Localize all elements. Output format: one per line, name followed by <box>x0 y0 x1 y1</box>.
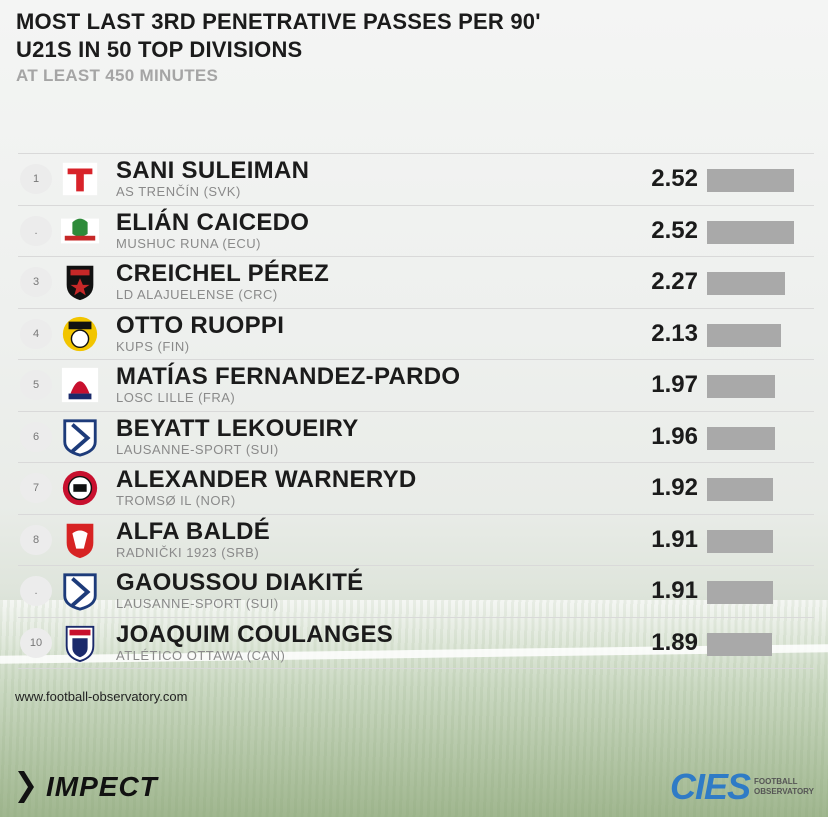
club-name: LOSC LILLE (FRA) <box>116 390 236 405</box>
chart-subtitle-2: AT LEAST 450 MINUTES <box>16 66 219 85</box>
player-name: ALFA BALDÉ <box>116 517 271 545</box>
data-label: 1.92 <box>651 474 698 501</box>
rank-badge: . <box>20 215 52 246</box>
player-name: MATÍAS FERNANDEZ-PARDO <box>116 363 461 390</box>
table-row: 8 ALFA BALDÉ RADNIČKI 1923 (SRB) 1.91 <box>18 513 814 566</box>
rank-badge: 8 <box>20 524 52 555</box>
rank-badge: 6 <box>20 421 52 452</box>
table-row: 7 ALEXANDER WARNERYD TROMSØ IL (NOR) 1.92 <box>18 462 814 514</box>
club-name: LAUSANNE-SPORT (SUI) <box>116 441 279 457</box>
lausanne-sport-logo-icon <box>63 418 97 457</box>
data-label: 2.52 <box>651 165 698 192</box>
club-name: ATLÉTICO OTTAWA (CAN) <box>116 647 286 663</box>
source-url[interactable]: www.football-observatory.com <box>15 689 188 704</box>
club-name: RADNIČKI 1923 (SRB) <box>116 544 260 560</box>
data-label: 2.13 <box>651 319 698 347</box>
club-name: TROMSØ IL (NOR) <box>116 493 236 508</box>
club-name: LAUSANNE-SPORT (SUI) <box>116 596 279 611</box>
impect-logo: IMPECT <box>16 768 158 806</box>
rank-badge: 3 <box>20 267 52 297</box>
player-name: ELIÁN CAICEDO <box>116 208 310 236</box>
rank-badge: 7 <box>20 473 52 503</box>
cies-logo: CIES FOOTBALL OBSERVATORY <box>670 766 814 808</box>
impect-wordmark: IMPECT <box>46 771 158 802</box>
data-label: 2.52 <box>651 216 698 244</box>
rank-badge: . <box>20 576 52 606</box>
table-row: 3 CREICHEL PÉREZ LD ALAJUELENSE (CRC) 2.27 <box>18 256 814 308</box>
value-bar <box>707 426 775 450</box>
club-name: KUPS (FIN) <box>116 338 190 354</box>
cies-subtitle: FOOTBALL OBSERVATORY <box>754 777 814 797</box>
table-row: . ELIÁN CAICEDO MUSHUC RUNA (ECU) 2.52 <box>18 204 814 257</box>
player-name: CREICHEL PÉREZ <box>116 260 330 287</box>
grass-background <box>0 600 828 817</box>
ranking-table: 1 SANI SULEIMAN AS TRENČÍN (SVK) 2.52. ELIÁN… <box>18 153 814 669</box>
data-label: 1.91 <box>651 525 698 553</box>
table-row: 10 JOAQUIM COULANGES ATLÉTICO OTTAWA (CAN)… <box>18 616 814 669</box>
club-name: MUSHUC RUNA (ECU) <box>116 235 261 251</box>
value-bar <box>707 375 775 398</box>
tromso-il-logo-icon <box>62 470 98 506</box>
value-bar <box>707 478 773 501</box>
table-row: 6 BEYATT LEKOUEIRY LAUSANNE-SPORT (SUI) 1.9… <box>18 410 814 463</box>
radnicki-1923-logo-icon <box>66 523 94 558</box>
impect-mark-icon <box>18 771 34 803</box>
chart-title-block: MOST LAST 3RD PENETRATIVE PASSES PER 90'… <box>16 8 541 88</box>
value-bar <box>707 323 781 347</box>
club-name: AS TRENČÍN (SVK) <box>116 184 241 199</box>
player-name: GAOUSSOU DIAKITÉ <box>116 569 364 596</box>
rank-badge: 5 <box>20 370 52 400</box>
table-row: 4 OTTO RUOPPI KUPS (FIN) 2.13 <box>18 307 814 360</box>
data-label: 1.96 <box>651 422 698 450</box>
player-name: BEYATT LEKOUEIRY <box>116 414 359 442</box>
data-label: 1.89 <box>651 628 698 656</box>
cies-sub-1: FOOTBALL <box>753 777 798 786</box>
value-bar <box>707 220 794 244</box>
losc-lille-logo-icon <box>61 367 99 403</box>
value-bar <box>707 581 773 604</box>
cies-wordmark: CIES <box>669 766 751 807</box>
mushuc-runa-logo-icon <box>60 218 100 243</box>
value-bar <box>707 529 773 553</box>
data-label: 1.91 <box>651 577 698 604</box>
player-name: JOAQUIM COULANGES <box>116 620 394 648</box>
cies-sub-2: OBSERVATORY <box>753 787 814 796</box>
rank-badge: 1 <box>20 164 52 194</box>
chart-subtitle-1: U21S IN 50 TOP DIVISIONS <box>16 37 303 62</box>
value-bar <box>707 632 772 656</box>
player-name: SANI SULEIMAN <box>116 157 310 184</box>
rank-badge: 10 <box>20 627 52 658</box>
table-row: 5 MATÍAS FERNANDEZ-PARDO LOSC LILLE (FRA) 1… <box>18 359 814 411</box>
kups-logo-icon <box>62 316 98 351</box>
chart-title: MOST LAST 3RD PENETRATIVE PASSES PER 90' <box>16 9 541 34</box>
value-bar <box>707 272 785 295</box>
alajuelense-logo-icon <box>66 265 94 301</box>
player-name: ALEXANDER WARNERYD <box>116 466 417 493</box>
data-label: 1.97 <box>651 371 698 398</box>
club-name: LD ALAJUELENSE (CRC) <box>116 287 278 302</box>
data-label: 2.27 <box>651 268 698 295</box>
atletico-ottawa-logo-icon <box>65 625 95 662</box>
table-row: . GAOUSSOU DIAKITÉ LAUSANNE-SPORT (SUI) 1.9… <box>18 565 814 617</box>
rank-badge: 4 <box>20 318 52 349</box>
table-row: 1 SANI SULEIMAN AS TRENČÍN (SVK) 2.52 <box>18 153 814 205</box>
value-bar <box>707 169 794 192</box>
lausanne-sport-logo-icon <box>63 573 97 611</box>
player-name: OTTO RUOPPI <box>116 311 285 339</box>
as-trencin-logo-icon <box>62 162 98 196</box>
